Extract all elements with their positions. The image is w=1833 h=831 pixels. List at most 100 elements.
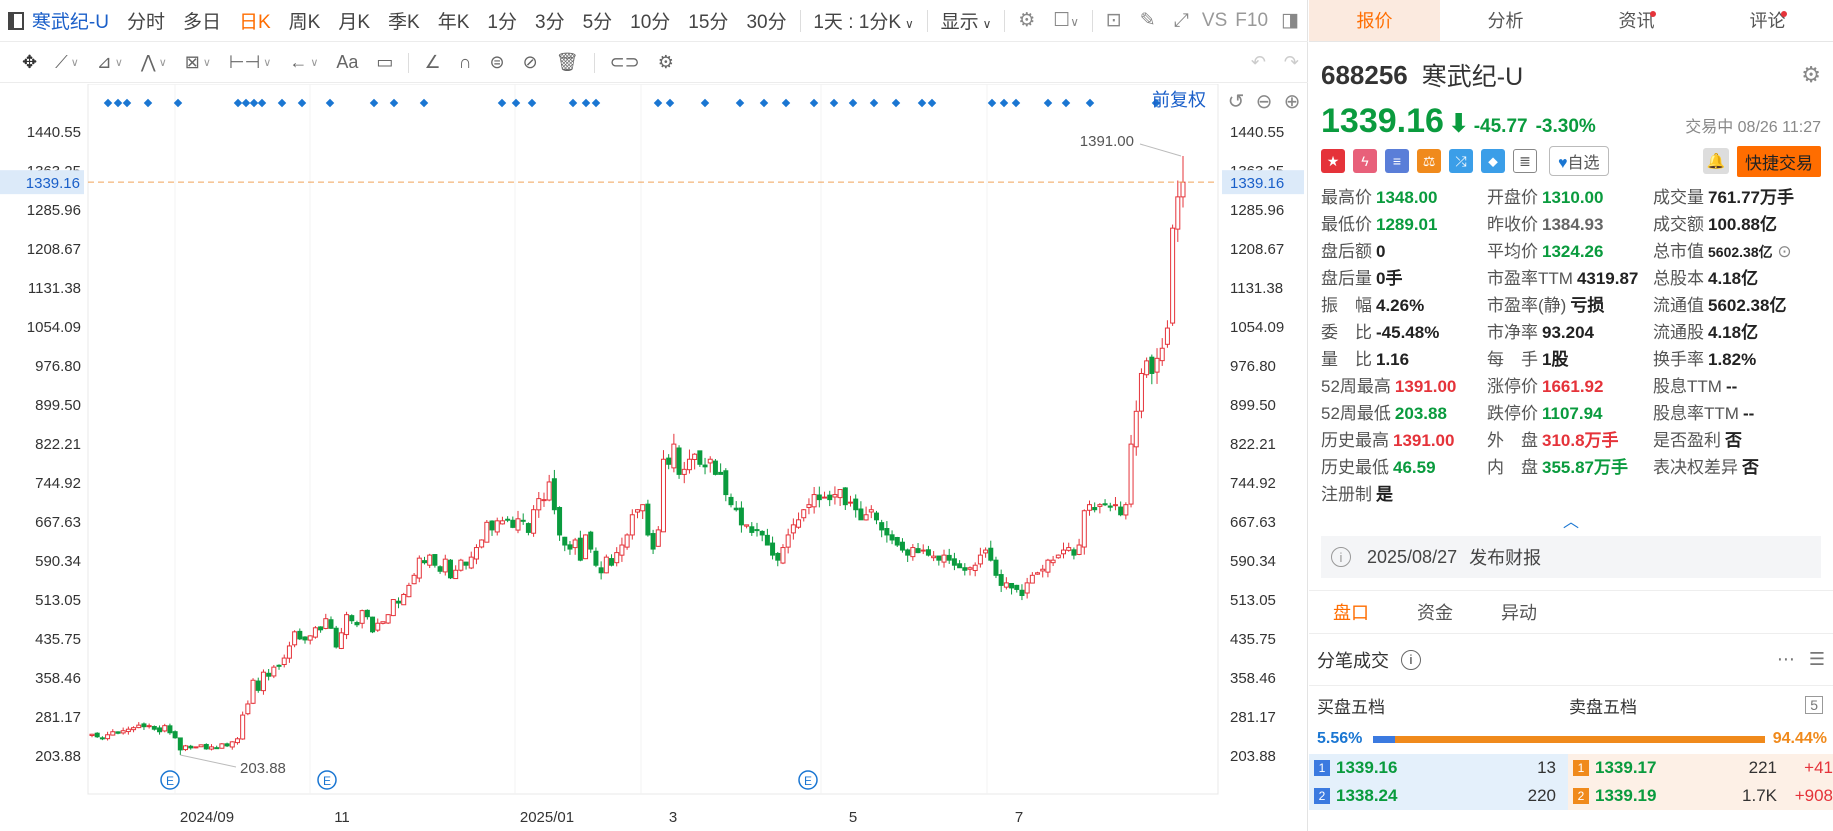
- pen-icon[interactable]: ✎: [1139, 10, 1156, 31]
- polyline-tool-icon[interactable]: ⊿ ∨: [96, 52, 123, 72]
- candle-body: [785, 534, 791, 548]
- candle-body: [255, 680, 261, 691]
- candle-body: [520, 519, 526, 522]
- candle-body: [1071, 549, 1077, 556]
- fullscreen-icon[interactable]: ⤢: [1173, 9, 1189, 31]
- fib-tool-icon[interactable]: ⊠ ∨: [184, 52, 211, 72]
- period-tab[interactable]: 日K: [238, 12, 271, 33]
- collapse-chevron-icon[interactable]: ︿: [1562, 514, 1579, 531]
- zoom-out-icon[interactable]: ⊖: [1256, 91, 1273, 113]
- period-tab[interactable]: 分时: [126, 12, 165, 33]
- depth-selector[interactable]: 5: [1805, 696, 1823, 714]
- subtab-1[interactable]: 资金: [1417, 603, 1453, 623]
- period-tab[interactable]: 月K: [338, 12, 371, 33]
- zoom-in-icon[interactable]: ⊕: [1284, 91, 1301, 113]
- document-icon[interactable]: ≣: [1513, 149, 1537, 173]
- bid-level[interactable]: 1 1339.16 13: [1309, 754, 1568, 782]
- hide-icon[interactable]: ⊘: [522, 52, 538, 72]
- candle-body: [635, 509, 640, 513]
- signal-diamond-icon: [143, 98, 153, 108]
- magnet-icon[interactable]: ∩: [458, 52, 472, 72]
- bell-icon[interactable]: 🔔: [1703, 148, 1729, 174]
- ticks-header: 分笔成交 i ⋯ ☰: [1309, 634, 1833, 686]
- candle-body: [562, 536, 568, 546]
- y-axis-label: 281.17: [35, 709, 81, 726]
- price-change-pct: -3.30%: [1535, 116, 1596, 137]
- candle-body: [1097, 504, 1103, 507]
- period-tab[interactable]: 季K: [388, 12, 420, 33]
- trash-icon[interactable]: 🗑: [555, 52, 579, 72]
- symbol-label[interactable]: 寒武纪-U: [31, 12, 109, 33]
- tab-3[interactable]: 评论: [1702, 0, 1833, 41]
- china-flag-icon[interactable]: ★: [1321, 149, 1345, 173]
- period-tab[interactable]: 1分: [487, 12, 517, 33]
- display-menu[interactable]: 显示 ∨: [932, 7, 1001, 34]
- period-tab[interactable]: 周K: [288, 12, 321, 33]
- gear-icon[interactable]: ⚙: [657, 52, 674, 72]
- settings-icon[interactable]: ⚙: [1018, 10, 1036, 31]
- ticks-title[interactable]: 分笔成交: [1317, 650, 1389, 671]
- undo-icon[interactable]: ↶: [1250, 52, 1266, 72]
- divider: [1004, 9, 1006, 32]
- text-tool-icon[interactable]: Aa: [336, 52, 359, 72]
- redo-icon[interactable]: ↷: [1283, 52, 1299, 72]
- database-icon[interactable]: ≡: [1385, 149, 1409, 173]
- compare-button[interactable]: VS: [1201, 9, 1228, 31]
- subtab-2[interactable]: 异动: [1501, 603, 1537, 623]
- period-tab[interactable]: 年K: [437, 12, 470, 33]
- tab-2[interactable]: 资讯: [1571, 0, 1702, 41]
- f10-button[interactable]: F10: [1235, 9, 1269, 31]
- link-icon[interactable]: ⊂⊃: [609, 52, 640, 72]
- measure-tool-icon[interactable]: ⊢⊣ ∨: [228, 52, 272, 72]
- line-tool-icon[interactable]: ⟋ ∨: [55, 52, 79, 72]
- reset-zoom-icon[interactable]: ↺: [1228, 91, 1245, 113]
- move-icon[interactable]: ✥: [22, 52, 38, 72]
- adjust-mode-label[interactable]: 前复权: [1152, 90, 1206, 110]
- interval-select[interactable]: 1天 : 1分K ∨: [804, 7, 922, 34]
- camera-icon[interactable]: ⊡: [1105, 10, 1122, 31]
- tag-icon[interactable]: ⬥: [1481, 149, 1505, 173]
- period-tab[interactable]: 3分: [535, 12, 565, 33]
- period-tab[interactable]: 10分: [630, 12, 671, 33]
- favorite-button[interactable]: ♥自选: [1549, 146, 1609, 176]
- ask-level[interactable]: 1 1339.17 221 +41: [1568, 754, 1833, 782]
- more-icon[interactable]: ⊙: [1772, 242, 1792, 261]
- tab-0[interactable]: 报价: [1309, 0, 1440, 41]
- panel-toggle-icon[interactable]: ◨: [1281, 10, 1299, 31]
- ask-level[interactable]: 2 1339.19 1.7K +908: [1568, 782, 1833, 810]
- period-tab[interactable]: 30分: [746, 12, 787, 33]
- period-tab[interactable]: 15分: [688, 12, 729, 33]
- signal-diamond-icon: [591, 98, 601, 108]
- settings-icon[interactable]: ⚙: [1801, 62, 1821, 87]
- info-icon[interactable]: i: [1401, 649, 1421, 670]
- fast-trade-button[interactable]: 快捷交易: [1737, 145, 1821, 177]
- stat-item: 委 比 -45.48%: [1321, 319, 1487, 346]
- candle-body: [1107, 505, 1113, 508]
- subtab-0[interactable]: 盘口: [1333, 603, 1369, 623]
- comment-tool-icon[interactable]: ▭: [376, 52, 394, 72]
- list-icon[interactable]: ☰: [1808, 649, 1825, 669]
- y-axis-label: 976.80: [35, 358, 81, 375]
- balance-icon[interactable]: ⚖: [1417, 149, 1441, 173]
- tab-1[interactable]: 分析: [1440, 0, 1571, 41]
- arrow-tool-icon[interactable]: ← ∨: [289, 52, 319, 72]
- period-tab[interactable]: 5分: [582, 12, 613, 33]
- interval-select-label: 1天 : 1分K: [813, 12, 902, 33]
- layout-icon[interactable]: ☐∨: [1053, 10, 1080, 31]
- lock-icon[interactable]: ⊜: [489, 52, 505, 72]
- stat-item: 表决权差异否: [1653, 454, 1823, 481]
- bid-level[interactable]: 2 1338.24 220: [1309, 782, 1568, 810]
- wave-tool-icon[interactable]: ⋀ ∨: [140, 52, 167, 72]
- sidebar-toggle-icon[interactable]: [8, 11, 24, 30]
- stat-value: 46.59: [1393, 458, 1436, 477]
- more-icon[interactable]: ⋯: [1776, 649, 1795, 669]
- kline-chart[interactable]: 1440.551440.551363.251363.251285.961285.…: [0, 84, 1308, 831]
- lightning-icon[interactable]: ϟ: [1353, 149, 1377, 173]
- period-tab[interactable]: 多日: [182, 12, 221, 33]
- shuffle-icon[interactable]: ⤮: [1449, 149, 1473, 173]
- stat-value: 是: [1376, 485, 1393, 504]
- y-axis-label: 435.75: [35, 631, 81, 648]
- earnings-notice[interactable]: i 2025/08/27 发布财报: [1321, 536, 1821, 578]
- trade-status: 交易中 08/26 11:27: [1685, 119, 1821, 136]
- brush-tool-icon[interactable]: ∠: [424, 52, 441, 72]
